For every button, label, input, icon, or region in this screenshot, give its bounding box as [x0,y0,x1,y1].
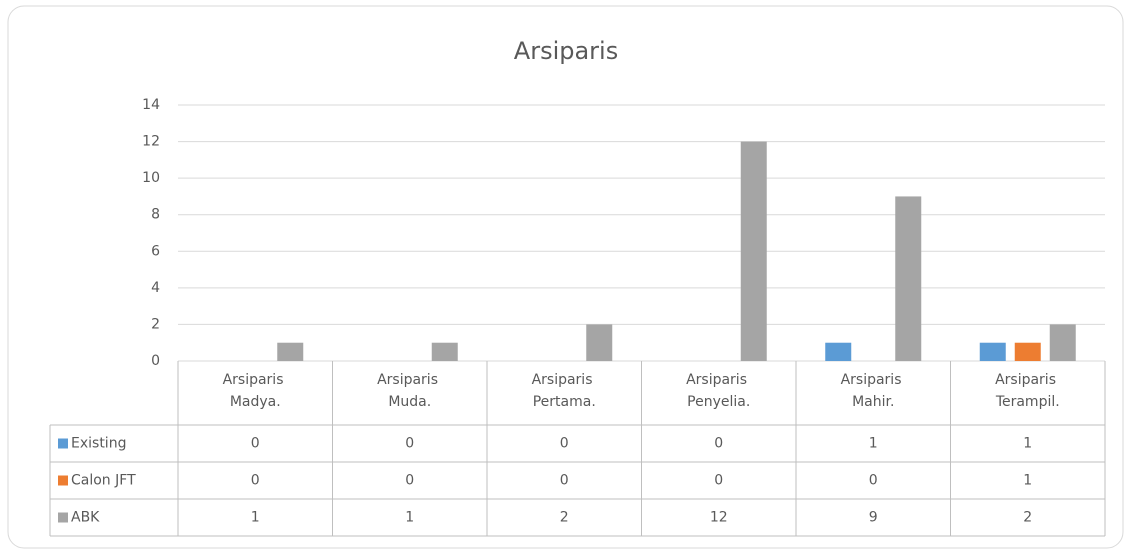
table-value: 9 [869,510,878,526]
x-tick-label: Arsiparis Pertama. [532,372,597,410]
bar [895,196,922,361]
table-value: 2 [560,510,569,526]
x-tick-label: Arsiparis Muda. [377,372,442,410]
x-tick-label: Arsiparis Mahir. [841,372,906,410]
x-tick-label: Arsiparis Madya. [223,372,288,410]
bar [825,342,852,361]
y-tick-label: 4 [151,280,160,296]
legend-label: Existing [71,436,126,452]
legend-swatch [58,512,68,523]
table-value: 0 [869,473,878,489]
x-tick-label-line: Arsiparis [686,372,751,388]
chart-title: Arsiparis [514,37,618,65]
bar [586,324,613,361]
table-value: 0 [560,436,569,452]
x-tick-label-line: Penyelia. [687,394,750,410]
x-tick-label-line: Pertama. [533,394,596,410]
y-tick-label: 12 [142,134,160,150]
table-value: 0 [714,473,723,489]
table-value: 12 [710,510,728,526]
x-tick-label-line: Madya. [230,394,281,410]
bar [979,342,1006,361]
legend-swatch [58,438,68,449]
y-tick-label: 0 [151,353,160,369]
y-tick-label: 8 [151,207,160,223]
x-tick-label-line: Muda. [388,394,431,410]
legend-label: Calon JFT [71,473,136,489]
table-value: 2 [1023,510,1032,526]
table-value: 0 [560,473,569,489]
legend-label: ABK [71,510,100,526]
table-value: 1 [1023,436,1032,452]
x-tick-label-line: Terampil. [995,394,1060,410]
table-value: 0 [251,436,260,452]
y-tick-label: 2 [151,316,160,332]
legend-swatch [58,475,68,486]
chart-frame [7,5,1124,549]
x-tick-label-line: Arsiparis [377,372,442,388]
x-tick-label-line: Arsiparis [841,372,906,388]
table-value: 0 [405,473,414,489]
bar [277,342,304,361]
y-tick-label: 10 [142,170,160,186]
y-tick-label: 6 [151,243,160,259]
x-tick-label-line: Arsiparis [995,372,1060,388]
table-value: 1 [869,436,878,452]
table-value: 1 [405,510,414,526]
table-value: 1 [251,510,260,526]
x-tick-label-line: Arsiparis [223,372,288,388]
x-tick-label-line: Arsiparis [532,372,597,388]
table-value: 0 [714,436,723,452]
bar [1014,342,1041,361]
table-value: 0 [251,473,260,489]
bar [740,141,767,361]
x-tick-label: Arsiparis Terampil. [995,372,1061,410]
x-tick-label: Arsiparis Penyelia. [686,372,751,410]
table-value: 1 [1023,473,1032,489]
table-value: 0 [405,436,414,452]
bar [431,342,458,361]
y-tick-label: 14 [142,97,160,113]
bar [1049,324,1076,361]
x-tick-label-line: Mahir. [852,394,894,410]
